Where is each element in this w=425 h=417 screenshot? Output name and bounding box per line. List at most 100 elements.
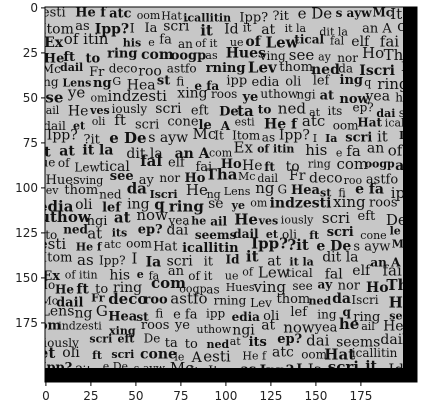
text-fragment: scri [111, 348, 134, 361]
text-fragment: om [91, 91, 109, 104]
text-fragment: ring [113, 280, 142, 296]
text-fragment: oli [92, 115, 106, 128]
text-fragment: Fr [91, 292, 105, 305]
text-fragment: fal [140, 152, 162, 170]
text-fragment: of itin [257, 143, 294, 156]
text-fragment: Ex [42, 269, 60, 284]
text-fragment: da [332, 291, 351, 307]
text-fragment: deco [309, 171, 343, 187]
text-fragment: le [174, 351, 184, 364]
text-fragment: of it [188, 269, 212, 283]
text-fragment: q [364, 76, 371, 89]
text-fragment: Hat [324, 346, 355, 364]
text-fragment: xing [109, 324, 136, 337]
text-fragment: dit la [322, 250, 358, 266]
text-fragment: Ipp? [99, 253, 126, 267]
text-fragment: ving [78, 174, 103, 187]
text-fragment: ft [92, 349, 103, 362]
text-fragment: ye [67, 84, 85, 102]
text-fragment: it [246, 247, 259, 265]
text-fragment: cone [360, 229, 386, 242]
text-fragment: ving [259, 49, 286, 63]
text-fragment: scri [327, 225, 354, 240]
x-tick-label: 75 [173, 389, 188, 403]
text-fragment: scri [89, 333, 112, 346]
text-fragment: it la [289, 256, 313, 269]
x-tick-label: 0 [42, 389, 50, 403]
text-texture-image: esti He f atc oom Hat icallitin Ipp? ?it e De s a… [38, 7, 417, 382]
y-tick-label: 150 [15, 271, 38, 285]
text-fragment: scri [345, 130, 372, 145]
text-fragment: of [58, 156, 71, 170]
text-fragment: q [343, 305, 352, 319]
text-fragment: Fr [89, 65, 105, 80]
text-fragment: Id [224, 21, 239, 37]
text-fragment: Iscri [150, 188, 178, 201]
text-fragment: st [320, 187, 332, 200]
text-fragment: ngi [296, 87, 315, 101]
text-fragment: iously [281, 214, 314, 227]
text-fragment: as [206, 283, 219, 297]
y-tick-label: 50 [23, 91, 38, 105]
text-fragment: nor [337, 51, 358, 65]
text-fragment: I [132, 250, 138, 268]
text-fragment: roos [141, 318, 170, 333]
text-fragment: De [144, 332, 161, 346]
text-fragment: Ia [325, 132, 337, 145]
text-fragment: of it [195, 37, 218, 50]
text-fragment: tical [99, 159, 130, 175]
text-fragment: oli [62, 345, 80, 361]
text-fragment: it [39, 144, 51, 160]
text-fragment: deco [109, 62, 138, 76]
text-fragment: ving [253, 278, 287, 296]
text-fragment: ft [63, 50, 75, 65]
text-fragment: ned [309, 295, 332, 308]
text-fragment: atc [302, 112, 325, 130]
text-fragment: Lens [62, 76, 91, 89]
text-fragment: astfo [170, 289, 207, 307]
text-fragment: A [191, 350, 203, 366]
text-fragment: Ex [234, 139, 254, 157]
text-fragment: s ayw [148, 130, 188, 146]
text-fragment: see [110, 169, 134, 184]
text-fragment: e fa [355, 182, 384, 198]
text-fragment: at [230, 335, 242, 348]
text-fragment: A [220, 119, 231, 133]
text-fragment: as [77, 251, 94, 269]
text-fragment: it [243, 21, 252, 35]
text-fragment: indzesti [108, 87, 168, 105]
text-fragment: ue [230, 36, 244, 49]
text-fragment: rning [214, 294, 247, 308]
text-fragment: to [286, 159, 300, 175]
text-fragment: roo [344, 174, 363, 187]
text-fragment: Lev [38, 184, 59, 197]
text-fragment: Itom [42, 251, 73, 266]
text-fragment: Iscri [359, 63, 395, 79]
text-fragment: an [178, 37, 193, 51]
text-fragment: its [328, 104, 343, 118]
text-fragment: ail [46, 104, 60, 117]
text-fragment: Lev [250, 296, 272, 310]
text-fragment: Lew [258, 264, 290, 282]
text-fragment: ing [340, 73, 363, 88]
text-fragment: tical [286, 266, 313, 280]
text-fragment: ta [165, 336, 178, 351]
text-fragment: Id [226, 253, 241, 267]
text-fragment: roo [138, 64, 162, 80]
text-fragment: com [337, 155, 369, 173]
text-fragment: ?it [84, 132, 101, 147]
y-tick-label: 125 [15, 226, 38, 240]
text-fragment: De [219, 104, 239, 119]
text-fragment: He f [76, 240, 103, 253]
text-fragment: dail [257, 172, 278, 185]
text-fragment: et [73, 119, 86, 132]
text-fragment: atc [272, 344, 294, 360]
text-fragment: Mc [193, 125, 217, 143]
text-fragment: Ho [362, 44, 384, 62]
text-fragment: thom [64, 183, 98, 198]
text-fragment: see [289, 46, 315, 64]
text-fragment: seems [336, 334, 380, 350]
text-fragment: its [249, 335, 267, 350]
text-fragment: at [309, 106, 321, 119]
